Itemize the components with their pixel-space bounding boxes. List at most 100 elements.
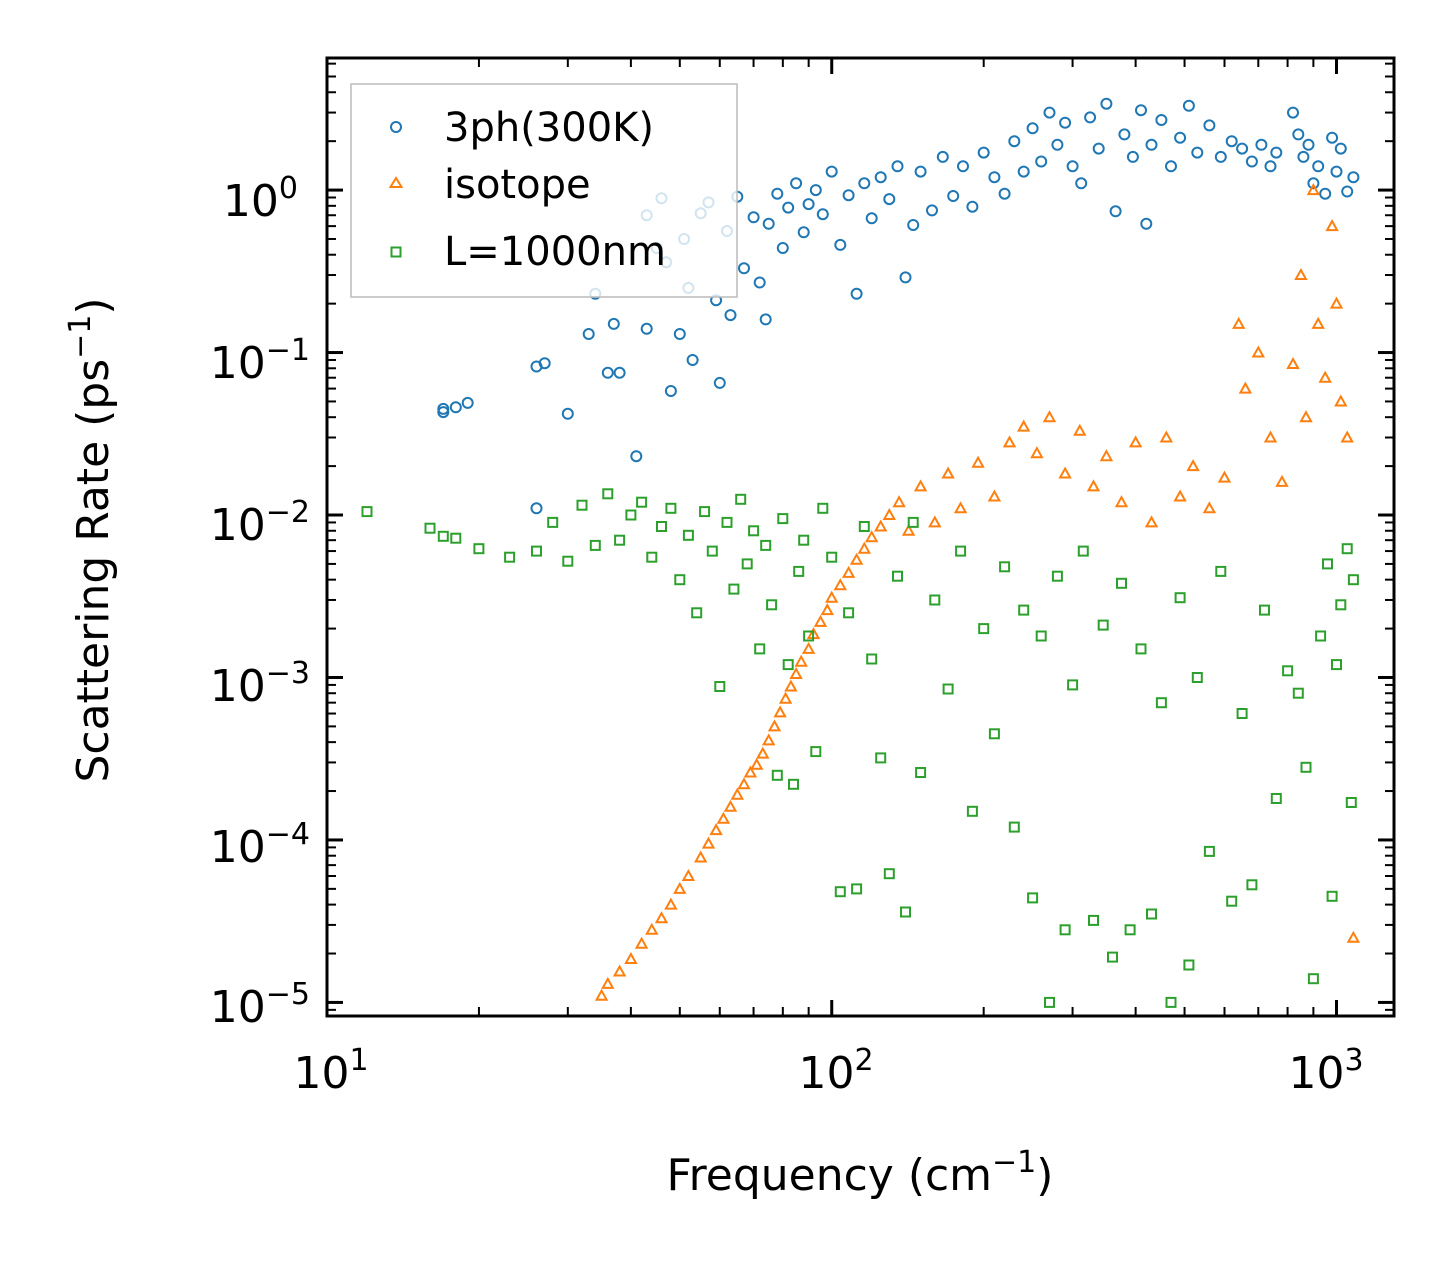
data-point [907,219,920,231]
data-point [1097,619,1109,631]
data-point [1075,177,1088,190]
data-point [794,654,808,667]
data-point [891,160,904,173]
data-point [1347,171,1360,184]
data-point [1126,150,1139,163]
data-point [674,574,686,586]
data-point [1100,97,1113,110]
data-point [1114,495,1129,508]
data-point [1217,470,1232,483]
data-point [1325,219,1339,232]
data-point [1077,545,1089,557]
data-point [987,489,1002,502]
data-point [892,495,906,508]
data-point [865,212,878,225]
data-point [1282,665,1294,677]
data-point [1245,155,1258,168]
data-point [636,496,648,508]
data-point [1051,138,1064,151]
data-point [1165,160,1177,173]
data-point [874,171,887,184]
data-point [820,603,834,616]
data-point [1330,165,1343,178]
legend-label-boundary: L=1000nm [444,229,666,275]
data-point [756,746,770,759]
data-point [673,328,686,340]
data-point [664,897,678,910]
x-tick-label-10: 101 [293,1043,368,1099]
data-point [957,160,969,173]
data-point [640,322,653,335]
data-point [928,515,942,528]
data-point [645,922,659,935]
data-point [1035,155,1048,168]
data-point [1334,142,1347,155]
data-point [790,177,803,190]
data-point [826,551,838,563]
data-point [875,752,887,764]
data-point [624,951,638,964]
data-point [1086,479,1101,492]
data-point [709,823,723,836]
data-point [773,705,787,718]
legend-marker-3ph [390,121,402,133]
data-point [866,653,878,665]
legend-marker-boundary [390,246,402,258]
data-point [1236,708,1248,719]
data-point [748,525,760,537]
data-point [750,757,764,770]
data-point [1292,128,1305,141]
data-point [1191,146,1204,159]
data-point [777,513,789,525]
data-point [1191,672,1203,683]
data-point [1318,370,1332,383]
data-point [1051,570,1063,582]
data-point [1044,996,1055,1008]
data-point [1173,489,1187,502]
data-point [978,623,990,635]
series-layer [361,97,1361,1008]
data-point [865,530,879,543]
data-point [941,466,955,479]
data-point [784,679,798,692]
data-point [1311,316,1325,329]
data-point [437,530,449,542]
data-point [1146,908,1157,920]
data-point [1326,131,1339,144]
data-point [1270,793,1282,804]
data-point [589,539,601,551]
series-3ph-300k- [437,97,1360,515]
data-point [850,287,863,300]
data-point [857,541,871,554]
data-point [1183,959,1195,971]
data-point [716,811,731,824]
data-point [1307,177,1320,190]
data-point [612,964,627,977]
data-point [654,911,669,924]
data-point [1341,185,1354,198]
data-point [929,594,941,606]
data-point [1066,160,1079,173]
data-point [834,886,846,898]
data-point [1017,419,1031,432]
data-point [1174,131,1187,144]
data-point [561,407,574,420]
data-point [843,607,855,619]
data-point [1292,687,1304,699]
data-point [1017,165,1030,178]
data-point [504,551,516,563]
data-point [942,683,954,695]
data-point [1118,128,1131,141]
data-point [630,450,643,463]
data-point [1294,267,1308,280]
data-point [966,805,978,817]
data-point [915,767,927,778]
data-point [576,499,588,511]
data-point [858,521,870,532]
data-point [1067,679,1079,691]
data-point [681,868,696,881]
data-point [1335,599,1347,611]
data-point [1203,845,1215,857]
data-point [1002,435,1017,448]
ticks-layer [325,58,1394,1016]
